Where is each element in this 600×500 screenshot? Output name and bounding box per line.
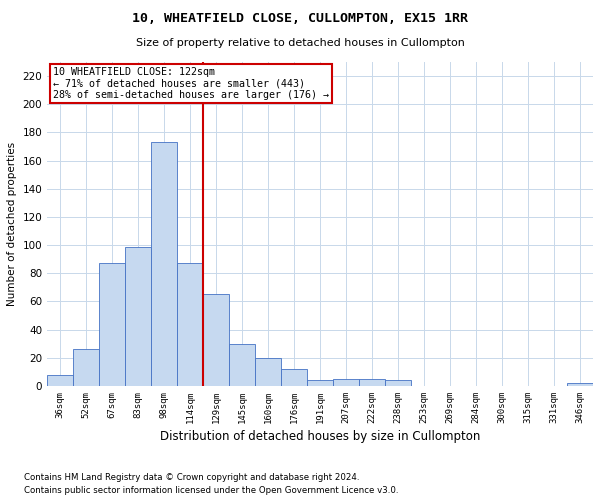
Text: 10, WHEATFIELD CLOSE, CULLOMPTON, EX15 1RR: 10, WHEATFIELD CLOSE, CULLOMPTON, EX15 1…	[132, 12, 468, 26]
Bar	[567, 383, 593, 386]
Text: Size of property relative to detached houses in Cullompton: Size of property relative to detached ho…	[136, 38, 464, 48]
Bar	[73, 350, 99, 386]
Bar	[359, 379, 385, 386]
Text: Contains public sector information licensed under the Open Government Licence v3: Contains public sector information licen…	[24, 486, 398, 495]
X-axis label: Distribution of detached houses by size in Cullompton: Distribution of detached houses by size …	[160, 430, 480, 443]
Bar	[203, 294, 229, 386]
Bar	[47, 374, 73, 386]
Bar	[229, 344, 255, 386]
Bar	[255, 358, 281, 386]
Text: Contains HM Land Registry data © Crown copyright and database right 2024.: Contains HM Land Registry data © Crown c…	[24, 472, 359, 482]
Bar	[333, 379, 359, 386]
Bar	[177, 264, 203, 386]
Text: 10 WHEATFIELD CLOSE: 122sqm
← 71% of detached houses are smaller (443)
28% of se: 10 WHEATFIELD CLOSE: 122sqm ← 71% of det…	[53, 67, 329, 100]
Bar	[151, 142, 177, 386]
Bar	[385, 380, 411, 386]
Bar	[307, 380, 333, 386]
Bar	[99, 264, 125, 386]
Bar	[125, 246, 151, 386]
Y-axis label: Number of detached properties: Number of detached properties	[7, 142, 17, 306]
Bar	[281, 369, 307, 386]
